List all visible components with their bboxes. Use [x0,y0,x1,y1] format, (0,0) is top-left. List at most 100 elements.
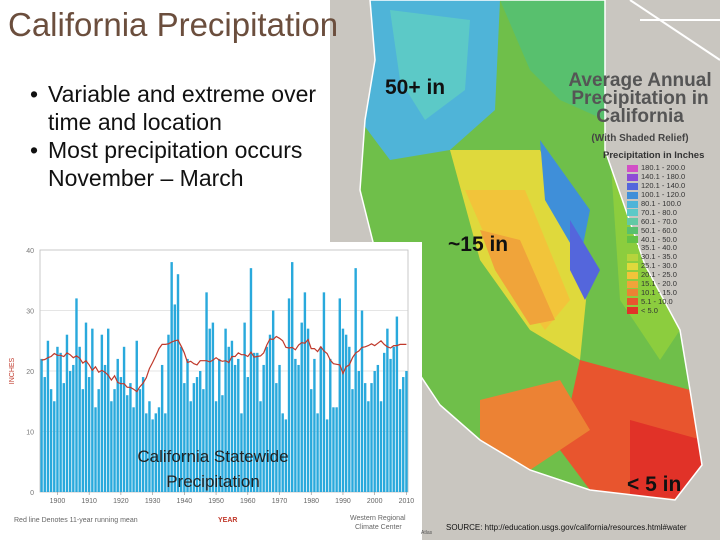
legend-swatch [627,307,638,315]
legend-row: 140.1 - 180.0 [627,173,707,182]
precip-bar [68,371,72,492]
precip-bar [398,389,402,492]
chart-canvas: 0 10 20 30 40 1900 1910 1920 1930 1940 1950 1960 197… [9,248,415,505]
precip-bar [383,352,386,492]
precip-bar [176,274,180,492]
precip-bar [53,401,56,492]
precip-bar [221,395,224,492]
precip-bar [357,371,361,492]
precip-bar [208,328,211,492]
precip-bar [316,413,319,492]
precip-bar [303,292,307,492]
precip-bar [300,322,303,492]
precip-bar [363,383,367,492]
legend-row: 180.1 - 200.0 [627,164,707,173]
x-tick-label: 2010 [399,498,415,505]
precip-bar [141,377,145,492]
precip-bar [389,358,392,492]
y-tick-label: 30 [26,309,34,316]
precip-bar [329,358,332,492]
precip-bar [173,304,177,492]
precip-bar [199,371,202,492]
y-tick-label: 10 [26,430,34,437]
precip-bar [145,413,148,492]
precip-bar [189,401,192,492]
bullet-list: Variable and extreme over time and locat… [30,80,330,192]
precipitation-map [330,0,720,540]
legend-title-line: Average Annual [568,70,712,91]
precip-bar [100,334,104,492]
legend-row: 20.1 - 25.0 [627,271,707,280]
legend-swatch [627,173,638,181]
precip-bar [278,364,281,492]
legend-label: 25.1 - 30.0 [641,261,677,271]
precip-bar [246,377,249,492]
legend-row: 5.1 - 10.0 [627,297,707,306]
legend-label: < 5.0 [641,305,658,315]
precipitation-chart: 0 10 20 30 40 1900 1910 1920 1930 1940 1950 1960 197… [0,242,422,540]
precip-bar [195,377,199,492]
precip-bar [271,310,275,492]
legend-label: 35.1 - 40.0 [641,243,677,253]
precip-bar [395,316,399,492]
bullet-item: Most precipitation occurs November – Mar… [30,136,330,192]
precip-bar [56,346,59,492]
y-tick-label: 0 [30,490,34,497]
legend-swatch [627,209,638,217]
precip-bar [59,352,62,492]
chart-credit-line: Climate Center [355,524,402,531]
x-tick-label: 1940 [177,498,193,505]
x-tick-label: 1960 [240,498,256,505]
precip-bar [268,334,272,492]
precip-bar [284,419,288,492]
chart-caption-line: California Statewide [137,447,289,466]
y-tick-label: 40 [26,248,34,255]
precip-bar [313,358,316,492]
legend-label: 10.1 - 15.0 [641,287,677,297]
legend-row: 60.1 - 70.0 [627,217,707,226]
chart-xlabel: YEAR [218,517,238,524]
legend-label: 100.1 - 120.0 [641,190,686,200]
x-tick-label: 1930 [145,498,161,505]
callout-north: 50+ in [385,76,446,99]
precip-bar [192,383,196,492]
precip-bar [325,419,329,492]
precip-bar [335,407,338,492]
precip-bar [214,401,218,492]
precip-bar [259,401,262,492]
legend-label: 30.1 - 35.0 [641,252,677,262]
precip-bar [62,383,65,492]
precip-bar [354,268,357,492]
callout-central: ~15 in [448,233,509,256]
precip-bar [43,377,46,492]
y-tick-label: 20 [26,369,34,376]
legend-row: 70.1 - 80.0 [627,208,707,217]
precip-bar [227,346,230,492]
chart-caption: California Statewide Precipitation [118,444,308,494]
precip-bar [160,364,164,492]
precip-bar [249,268,253,492]
legend-swatch [627,227,638,235]
precip-bar [186,358,189,492]
precip-bar [344,334,348,492]
legend-label: 70.1 - 80.0 [641,207,677,217]
precip-bar [157,407,161,492]
precip-bar [218,358,221,492]
legend-title: Average Annual Precipitation in Californ… [565,70,715,126]
precip-bar [233,364,237,492]
precip-bar [376,364,380,492]
precip-bar [148,401,151,492]
legend-title-line: Precipitation in [571,88,709,109]
legend-swatch [627,244,638,252]
precip-bar [75,298,78,492]
precip-bar [275,383,278,492]
precip-bar [348,346,351,492]
precip-bar [103,364,107,492]
precip-bar [40,358,43,492]
precip-bar [110,401,113,492]
precip-bar [291,262,294,492]
legend-label: 50.1 - 60.0 [641,225,677,235]
precip-bar [338,298,341,492]
precip-bar [129,383,132,492]
precip-bar [379,401,383,492]
